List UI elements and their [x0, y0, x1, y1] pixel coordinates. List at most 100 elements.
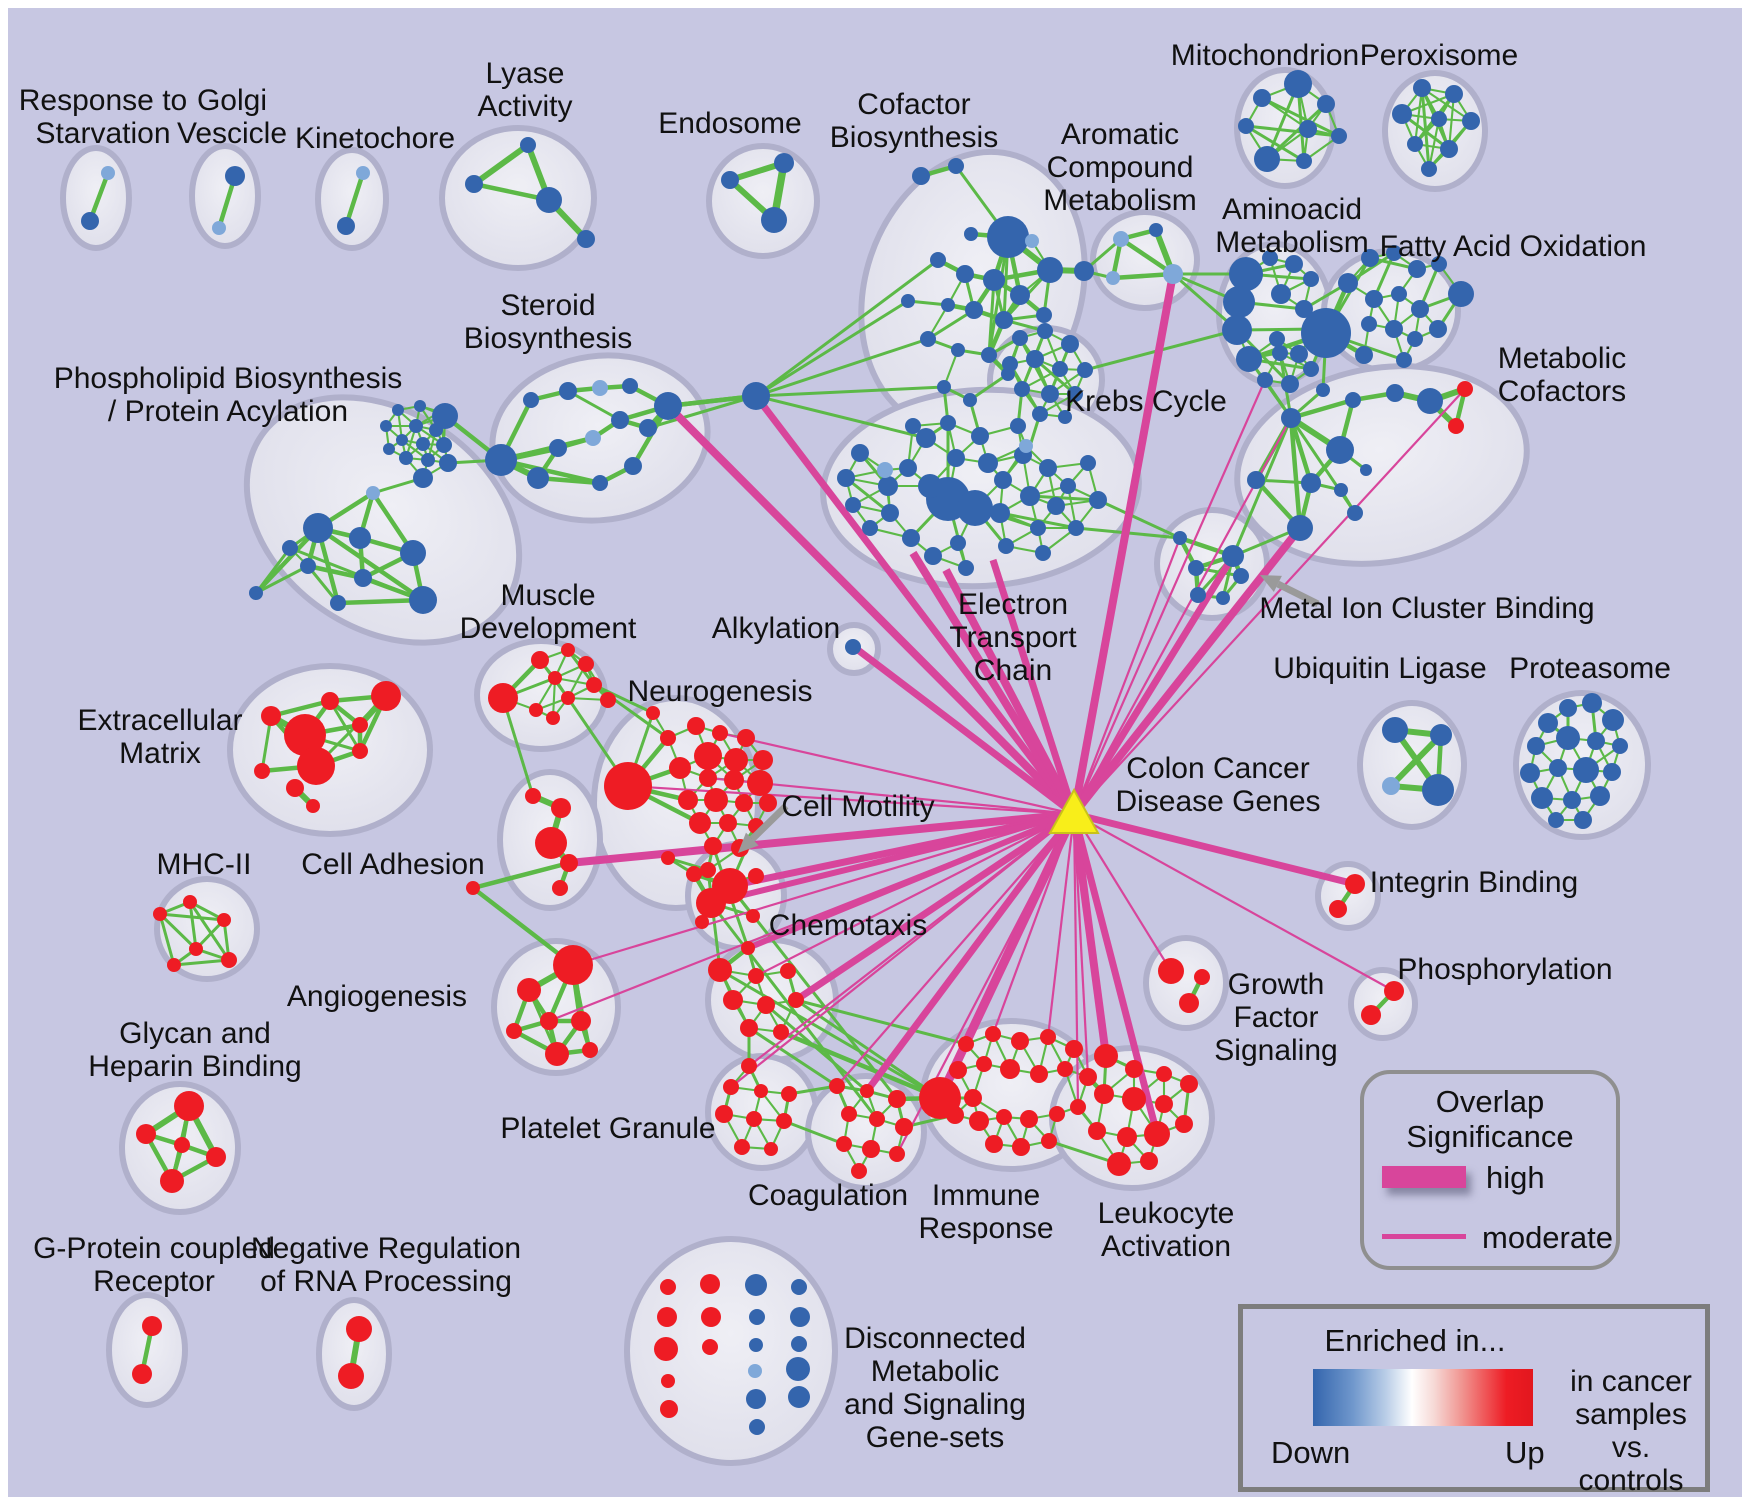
gene-set-node-electron-transport-chain	[1010, 418, 1026, 434]
gene-set-node-metabolic-cofactors	[1347, 505, 1363, 521]
inter-cluster-edge	[782, 1119, 846, 1146]
gene-set-node-aminoacid-metabolism	[1290, 345, 1308, 363]
gene-set-node-aminoacid-metabolism	[1229, 257, 1263, 291]
gene-set-node-endosome	[774, 153, 794, 173]
inter-cluster-edge	[665, 393, 759, 409]
gene-set-node-mitochondrion	[1296, 153, 1312, 169]
cluster-label-peroxisome: Peroxisome	[1360, 39, 1518, 72]
gene-set-node-peroxisome	[1431, 111, 1447, 127]
gene-overlap-edge	[566, 389, 622, 422]
gene-set-node-disconnected	[749, 1419, 765, 1435]
gene-set-node-immune-response	[1057, 1061, 1073, 1077]
gene-set-node-cell-adhesion	[552, 880, 568, 896]
gene-set-node-krebs-cycle	[1032, 406, 1048, 422]
cluster-label-gpcr: G-Protein coupled Receptor	[33, 1232, 275, 1298]
gene-set-node-neurogenesis	[646, 706, 660, 720]
cluster-label-mitochondrion: Mitochondrion	[1171, 39, 1359, 72]
gene-set-node-peroxisome	[1407, 136, 1423, 152]
overlap-edge-high	[1073, 810, 1356, 888]
cluster-label-kinetochore: Kinetochore	[295, 122, 455, 155]
overlap-edge-moderate	[730, 813, 1075, 1088]
moderate-significance-swatch	[1382, 1234, 1466, 1239]
gene-set-node-muscle-development	[578, 656, 594, 672]
gene-set-node-ubiquitin-ligase	[1422, 774, 1454, 806]
gene-set-node-peroxisome	[1445, 85, 1463, 103]
cluster-label-lyase-activity: Lyase Activity	[477, 57, 572, 123]
inter-cluster-edge	[754, 337, 930, 398]
gene-set-node-proteasome	[1549, 759, 1567, 777]
gene-overlap-edge	[1260, 96, 1341, 138]
gene-set-node-lyase-activity	[577, 230, 595, 248]
gene-set-node-phospholipid	[399, 451, 413, 465]
gene-set-node-metabolic-cofactors	[1287, 515, 1313, 541]
gene-set-node-mhc-ii	[167, 958, 181, 972]
gene-set-node-mitochondrion	[1253, 89, 1271, 107]
gene-set-node-cofactor-biosynthesis	[965, 301, 983, 319]
gene-set-node-chemotaxis	[757, 996, 775, 1014]
gene-overlap-edge	[1288, 397, 1356, 421]
gene-set-node-aminoacid-metabolism	[1295, 300, 1313, 318]
gene-set-node-steroid-biosynthesis	[549, 439, 567, 457]
legend-enriched-title: Enriched in...	[1324, 1323, 1506, 1358]
gene-set-node-cofactor-biosynthesis	[1025, 234, 1039, 248]
gene-set-node-coagulation	[895, 1118, 913, 1136]
inter-cluster-edge	[764, 1003, 869, 1093]
gene-set-node-electron-transport-chain	[916, 428, 936, 448]
gene-set-node-peroxisome	[1462, 112, 1480, 130]
gene-set-node-extracellular-matrix	[284, 714, 326, 756]
gene-set-node-aminoacid-metabolism	[1285, 255, 1303, 273]
gene-overlap-edge	[470, 860, 572, 891]
inter-cluster-edge	[747, 1026, 839, 1088]
gene-set-node-angiogenesis	[540, 1012, 558, 1030]
inter-cluster-edge	[470, 885, 576, 968]
gene-set-node-leukocyte-activation	[1122, 1087, 1146, 1111]
overlap-edge-moderate	[1072, 379, 1267, 815]
enrichment-map-panel: Response to Starvation Golgi Vescicle Kineto…	[8, 8, 1742, 1497]
gene-set-node-disconnected	[702, 1339, 718, 1355]
gene-set-node-phospholipid	[421, 453, 435, 467]
high-significance-swatch	[1382, 1166, 1466, 1188]
gene-set-node-immune-response	[964, 1089, 982, 1107]
gene-set-node-aromatic-compound-metabolism	[1106, 271, 1120, 285]
gene-set-node-mhc-ii	[221, 952, 237, 968]
gene-set-node-platelet-granule	[734, 1139, 750, 1155]
gene-set-node-electron-transport-chain	[994, 471, 1012, 489]
gene-set-node-electron-transport-chain	[950, 535, 966, 551]
gene-set-node-chemotaxis	[748, 968, 764, 984]
overlap-edge-high	[665, 403, 1077, 817]
gene-overlap-edge	[343, 170, 366, 229]
gene-set-node-steroid-biosynthesis	[622, 378, 638, 394]
gene-set-node-cell-motility	[695, 915, 709, 929]
gene-set-node-glycan-heparin	[136, 1124, 156, 1144]
gene-overlap-edge	[968, 372, 1010, 402]
gene-set-node-aminoacid-metabolism	[1272, 345, 1288, 361]
gene-set-node-fatty-acid-oxidation	[1361, 316, 1377, 332]
gene-set-node-platelet-granule	[754, 1084, 768, 1098]
gene-set-node-neurogenesis	[661, 851, 675, 865]
gene-set-node-extracellular-matrix	[297, 747, 335, 785]
gene-set-node-coagulation	[869, 1111, 885, 1127]
gene-set-node-neurogenesis	[719, 814, 737, 832]
gene-set-node-aromatic-compound-metabolism	[1113, 231, 1129, 247]
cluster-label-fatty-acid-oxidation: Fatty Acid Oxidation	[1380, 230, 1647, 263]
cluster-label-aromatic-compound-metabolism: Aromatic Compound Metabolism	[1043, 118, 1196, 217]
gene-set-node-electron-transport-chain	[881, 504, 899, 522]
overlap-edge-high	[942, 568, 1078, 816]
cluster-label-glycan-heparin: Glycan and Heparin Binding	[88, 1017, 301, 1083]
gene-set-node-steroid-biosynthesis	[485, 444, 517, 476]
gene-set-node-steroid-biosynthesis	[742, 382, 770, 410]
gene-set-node-phospholipid	[349, 527, 371, 549]
gene-overlap-edge	[315, 525, 426, 603]
gene-set-node-muscle-development	[561, 643, 575, 657]
gene-overlap-edge	[1289, 416, 1357, 515]
overlap-edge-moderate	[1046, 813, 1076, 1038]
gene-set-node-chemotaxis	[708, 958, 732, 982]
gene-set-node-electron-transport-chain	[1089, 491, 1107, 509]
gene-set-node-immune-response	[976, 1056, 992, 1072]
gene-set-node-immune-response	[946, 1106, 964, 1124]
gene-set-node-gpcr	[132, 1364, 152, 1384]
overlap-edge-moderate	[627, 784, 1075, 816]
gene-set-node-steroid-biosynthesis	[654, 392, 682, 420]
gene-set-node-fatty-acid-oxidation	[1408, 260, 1426, 278]
